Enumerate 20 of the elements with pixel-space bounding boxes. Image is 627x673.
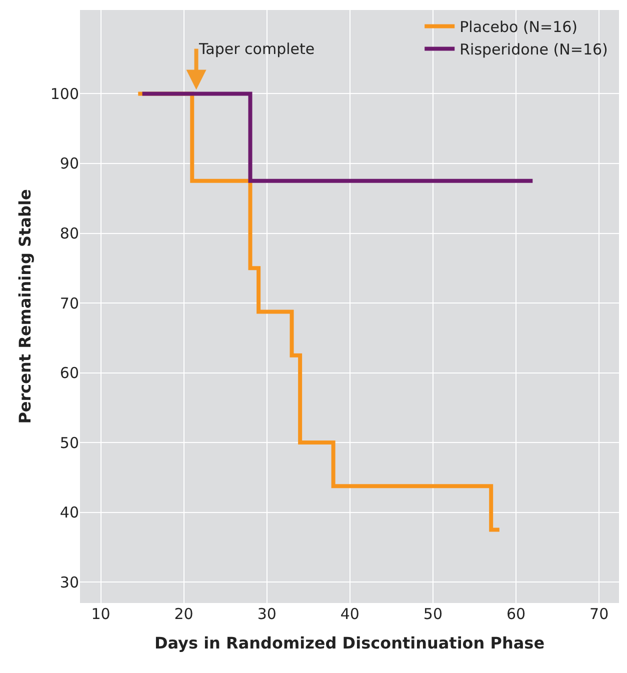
y-axis-title: Percent Remaining Stable — [15, 189, 34, 424]
x-tick-label: 40 — [340, 605, 360, 623]
y-tick-label: 80 — [60, 224, 79, 242]
y-tick-label: 60 — [60, 364, 79, 382]
x-tick-label: 60 — [506, 605, 526, 623]
x-tick-label: 70 — [590, 605, 609, 623]
x-axis-title: Days in Randomized Discontinuation Phase — [154, 634, 545, 653]
y-tick-label: 100 — [50, 84, 79, 103]
y-tick-label: 40 — [60, 504, 79, 522]
legend-label: Risperidone (N=16) — [460, 40, 608, 59]
y-tick-label: 90 — [60, 154, 79, 173]
y-tick-label: 30 — [60, 573, 79, 592]
x-tick-label: 50 — [423, 605, 443, 623]
x-tick-label: 20 — [174, 605, 194, 623]
y-tick-label: 50 — [60, 434, 79, 452]
x-tick-label: 30 — [257, 605, 276, 623]
legend-label: Placebo (N=16) — [460, 18, 578, 36]
y-tick-label: 70 — [60, 294, 79, 312]
annotation: Taper complete — [198, 40, 315, 58]
x-tick-label: 10 — [91, 605, 110, 623]
